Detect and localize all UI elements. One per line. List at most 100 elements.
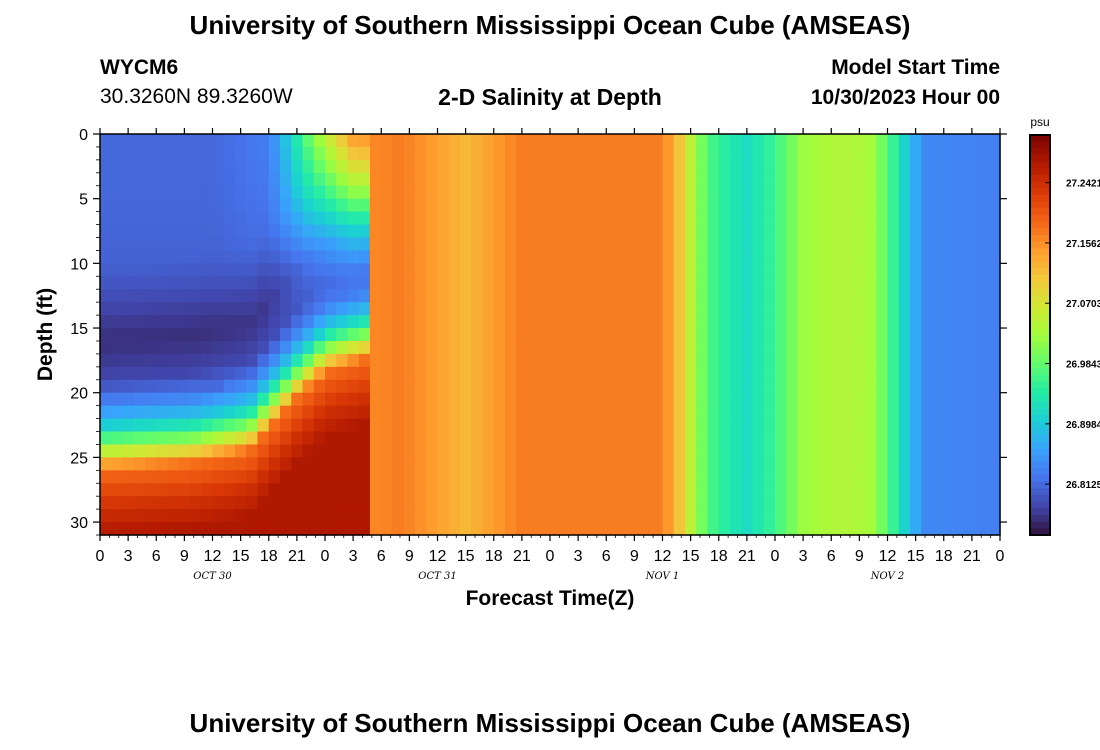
heat-cell	[651, 289, 664, 303]
x-tick-label: 9	[630, 548, 639, 565]
heat-cell	[977, 522, 990, 536]
heat-cell	[392, 353, 405, 368]
x-tick-label: 18	[710, 548, 728, 565]
heat-cell	[111, 250, 124, 264]
colorbar-swatch	[1030, 381, 1050, 389]
heat-cell	[370, 509, 382, 523]
heat-cell	[820, 509, 832, 523]
heat-cell	[336, 444, 349, 458]
heat-cell	[988, 444, 1001, 458]
heat-cell	[988, 431, 1001, 446]
heat-cell	[325, 379, 337, 394]
heat-cell	[313, 405, 326, 420]
heat-cell	[111, 470, 124, 484]
heat-cell	[707, 418, 720, 433]
heat-cell	[842, 302, 855, 316]
heat-cell	[111, 185, 124, 200]
heat-cell	[752, 340, 765, 355]
heat-cell	[943, 315, 956, 329]
x-tick-label: 12	[654, 548, 672, 565]
heat-cell	[291, 224, 304, 239]
heat-cell	[966, 496, 979, 510]
heat-cell	[201, 405, 214, 420]
colorbar-swatch	[1030, 441, 1050, 449]
heat-cell	[865, 276, 877, 290]
heat-cell	[122, 224, 135, 239]
heat-cell	[707, 289, 720, 303]
heat-cell	[178, 457, 191, 471]
heat-cell	[696, 224, 709, 239]
heat-cell	[347, 328, 360, 342]
heat-cell	[707, 172, 720, 187]
heat-cell	[583, 289, 596, 303]
heat-cell	[302, 315, 315, 329]
heat-cell	[898, 483, 911, 497]
heat-cell	[336, 302, 349, 316]
heat-cell	[752, 366, 765, 381]
heat-cell	[707, 159, 720, 174]
heat-cell	[403, 224, 416, 239]
heat-cell	[842, 431, 855, 446]
heat-cell	[325, 134, 337, 148]
heat-cell	[212, 302, 225, 316]
heat-cell	[718, 496, 731, 510]
heat-cell	[775, 444, 787, 458]
heat-cell	[932, 134, 945, 148]
colorbar-swatch	[1030, 168, 1050, 176]
heat-cell	[685, 496, 697, 510]
heat-cell	[516, 237, 529, 252]
heat-cell	[156, 457, 169, 471]
heat-cell	[190, 250, 202, 264]
heat-cell	[516, 159, 529, 174]
heat-cell	[820, 496, 832, 510]
heat-cell	[550, 509, 562, 523]
heat-cell	[898, 315, 911, 329]
heat-cell	[201, 315, 214, 329]
colorbar-swatch	[1030, 235, 1050, 243]
heat-cell	[302, 198, 315, 213]
heat-cell	[763, 470, 776, 484]
heat-cell	[122, 431, 135, 446]
heat-cell	[145, 353, 157, 368]
heat-cell	[741, 522, 754, 536]
heat-cell	[820, 250, 832, 264]
heat-cell	[280, 496, 292, 510]
heat-cell	[775, 379, 787, 394]
heat-cell	[493, 340, 506, 355]
heat-cell	[662, 470, 675, 484]
heat-cell	[842, 496, 855, 510]
heat-cell	[460, 379, 472, 394]
heat-cell	[763, 392, 776, 407]
heat-cell	[673, 509, 686, 523]
heat-cell	[325, 431, 337, 446]
heat-cell	[358, 470, 371, 484]
heat-cell	[415, 185, 427, 200]
heat-cell	[988, 418, 1001, 433]
heat-cell	[786, 444, 799, 458]
heat-cell	[100, 198, 112, 213]
heat-cell	[943, 483, 956, 497]
heat-cell	[752, 483, 765, 497]
x-tick-label: 3	[799, 548, 808, 565]
heat-cell	[268, 353, 281, 368]
heat-cell	[145, 159, 157, 174]
heat-cell	[662, 340, 675, 355]
heat-cell	[145, 405, 157, 420]
heat-cell	[628, 405, 641, 420]
heat-cell	[257, 509, 270, 523]
heat-cell	[752, 159, 765, 174]
heat-cell	[313, 444, 326, 458]
heat-cell	[730, 418, 742, 433]
heat-cell	[640, 353, 652, 368]
heat-cell	[898, 159, 911, 174]
heat-cell	[595, 250, 607, 264]
heat-cell	[595, 134, 607, 148]
heat-cell	[201, 224, 214, 239]
heat-cell	[831, 392, 844, 407]
heat-cell	[493, 172, 506, 187]
heat-cell	[325, 237, 337, 252]
heat-cell	[640, 392, 652, 407]
heat-cell	[370, 328, 382, 342]
heat-cell	[403, 315, 416, 329]
heat-cell	[347, 159, 360, 174]
